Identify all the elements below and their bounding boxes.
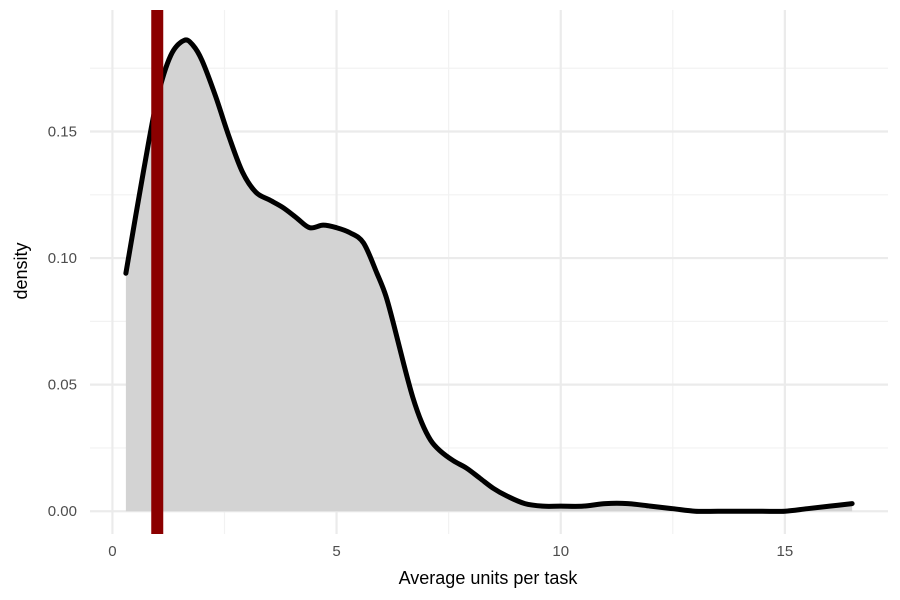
y-tick-label: 0.00 — [48, 503, 77, 520]
reference-vertical-line — [151, 10, 164, 534]
x-axis-tick-labels: 0 5 10 15 — [108, 543, 793, 560]
y-tick-label: 0.05 — [48, 377, 77, 394]
y-tick-label: 0.10 — [48, 250, 77, 267]
x-tick-label: 15 — [777, 543, 794, 560]
density-curve — [123, 37, 855, 514]
x-tick-label: 0 — [108, 543, 116, 560]
x-tick-label: 10 — [552, 543, 569, 560]
y-axis-tick-labels: 0.00 0.05 0.10 0.15 — [48, 124, 77, 521]
y-tick-label: 0.15 — [48, 124, 77, 141]
x-axis-title: Average units per task — [399, 568, 579, 588]
x-tick-label: 5 — [332, 543, 340, 560]
y-axis-title: density — [11, 242, 31, 299]
density-area — [125, 39, 853, 512]
